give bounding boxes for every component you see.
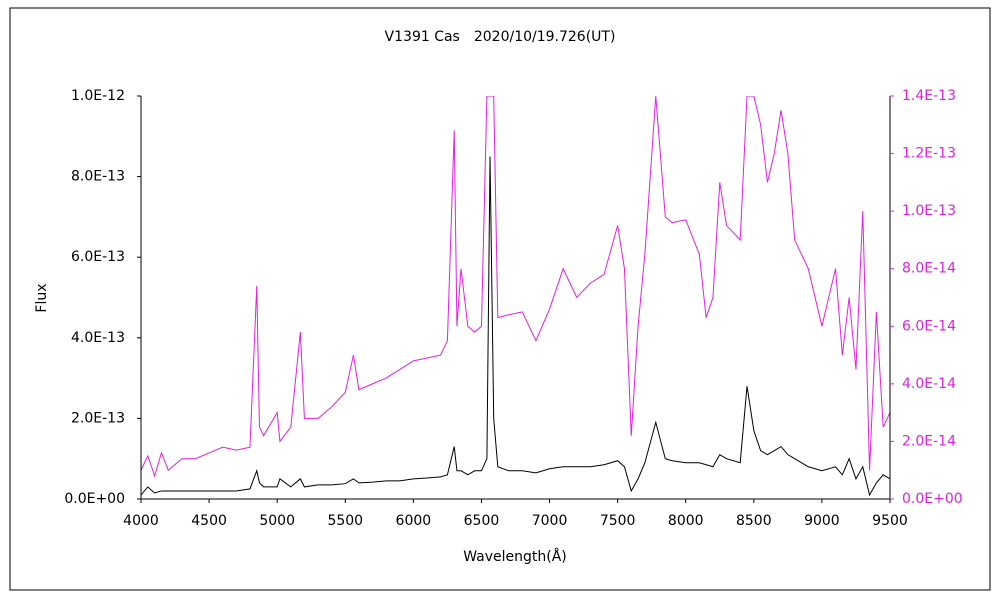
y-axis-label: Flux bbox=[34, 283, 50, 312]
y-tick-label: 6.0E-13 bbox=[71, 249, 125, 265]
y-tick-label: 8.0E-13 bbox=[71, 169, 125, 185]
y-tick-label: 2.0E-13 bbox=[71, 410, 125, 426]
x-tick-label: 6500 bbox=[464, 513, 500, 529]
x-tick-label: 4000 bbox=[123, 513, 159, 529]
y2-tick-label: 1.4E-13 bbox=[902, 88, 956, 104]
y2-tick-label: 6.0E-14 bbox=[902, 318, 956, 334]
x-tick-label: 8500 bbox=[736, 513, 772, 529]
y-tick-label: 1.0E-12 bbox=[71, 88, 125, 104]
y2-tick-label: 8.0E-14 bbox=[902, 261, 956, 277]
x-tick-label: 5000 bbox=[259, 513, 295, 529]
x-tick-label: 4500 bbox=[191, 513, 227, 529]
spectrum-line bbox=[141, 156, 890, 497]
y2-tick-label: 0.0E+00 bbox=[902, 491, 963, 507]
x-tick-label: 8000 bbox=[668, 513, 704, 529]
x-tick-label: 5500 bbox=[327, 513, 363, 529]
y2-tick-label: 1.2E-13 bbox=[902, 146, 956, 162]
spectrum-line bbox=[141, 96, 890, 478]
y2-tick-label: 1.0E-13 bbox=[902, 203, 956, 219]
x-tick-label: 7500 bbox=[600, 513, 636, 529]
y2-tick-label: 2.0E-14 bbox=[902, 433, 956, 449]
y-tick-label: 0.0E+00 bbox=[64, 491, 125, 507]
x-tick-label: 7000 bbox=[532, 513, 568, 529]
y2-tick-label: 4.0E-14 bbox=[902, 376, 956, 392]
x-axis-label: Wavelength(Å) bbox=[463, 548, 567, 565]
y-tick-label: 4.0E-13 bbox=[71, 330, 125, 346]
plot-area bbox=[141, 96, 890, 497]
x-tick-label: 9500 bbox=[872, 513, 908, 529]
chart-title: V1391 Cas 2020/10/19.726(UT) bbox=[385, 29, 616, 45]
x-tick-label: 6000 bbox=[396, 513, 432, 529]
frame bbox=[9, 7, 991, 591]
x-tick-label: 9000 bbox=[804, 513, 840, 529]
